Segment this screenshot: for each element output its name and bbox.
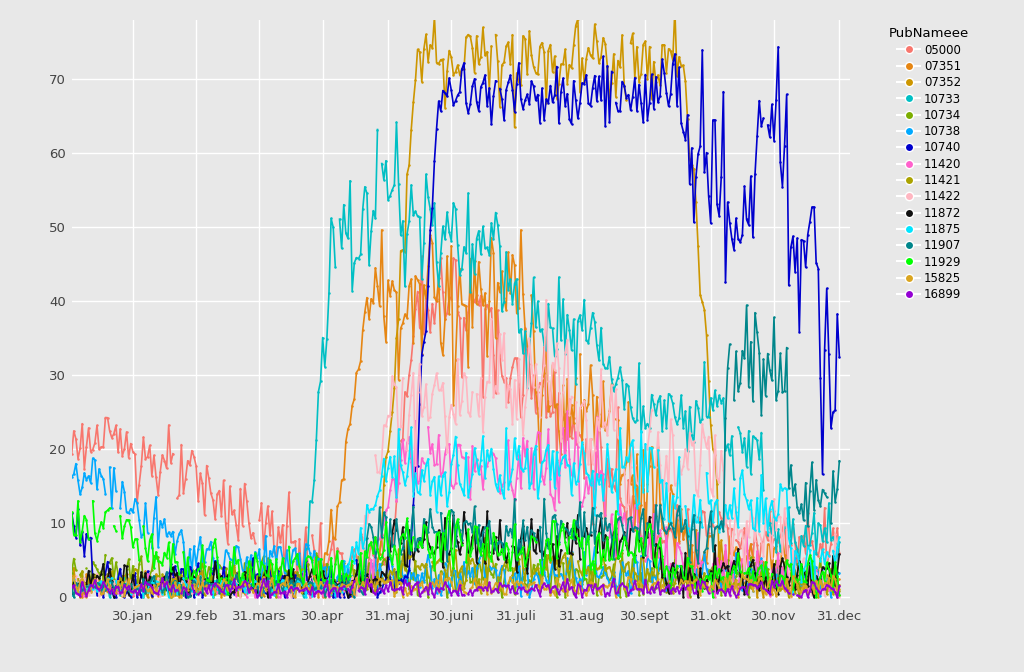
- Legend: 05000, 07351, 07352, 10733, 10734, 10738, 10740, 11420, 11421, 11422, 11872, 118: 05000, 07351, 07352, 10733, 10734, 10738…: [882, 20, 976, 308]
